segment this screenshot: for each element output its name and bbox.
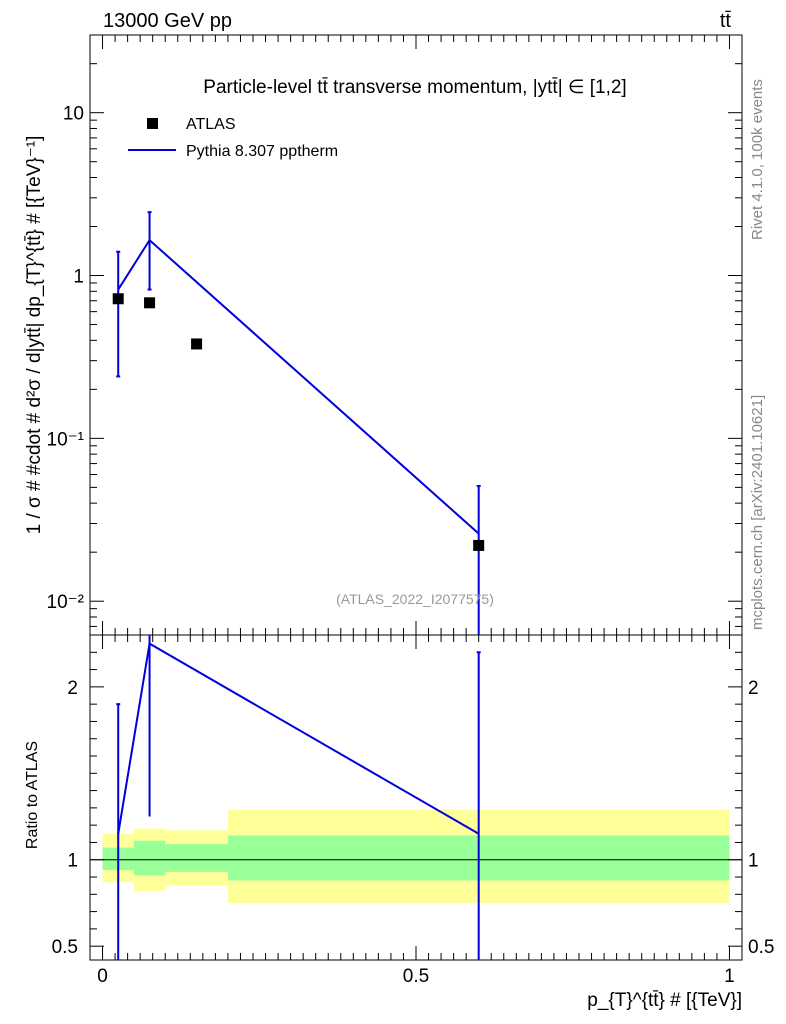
pythia-line bbox=[117, 238, 480, 535]
rivet-label: Rivet 4.1.0, 100k events bbox=[749, 79, 766, 240]
ratio-panel: 2 2 1 1 0.5 0.5 0 0.5 1 Ratio to ATLAS p_{T}^{tt… bbox=[24, 634, 774, 1011]
legend: ATLAS Pythia 8.307 pptherm bbox=[128, 116, 338, 160]
main-title: Particle-level tt̄ transverse momentum, … bbox=[203, 77, 626, 98]
ratio-y-tick-label-left: 2 bbox=[67, 678, 78, 699]
main-panel: 10 1 10⁻¹ 10⁻² Particle-level tt̄ transvers… bbox=[24, 34, 743, 636]
ratio-y-tick-label-left: 1 bbox=[67, 851, 78, 872]
ratio-y-tick-label-left: 0.5 bbox=[52, 937, 78, 958]
x-tick-label: 0.5 bbox=[403, 966, 429, 987]
main-y-tick-label: 10 bbox=[63, 104, 84, 125]
header-left-label: 13000 GeV pp bbox=[103, 10, 232, 32]
atlas-data-point bbox=[112, 293, 124, 305]
x-axis-label: p_{T}^{tt̄} # [{TeV}] bbox=[587, 990, 742, 1011]
header-right-label: tt̄ bbox=[720, 10, 732, 32]
x-tick-label: 0 bbox=[97, 966, 108, 987]
atlas-data-point bbox=[473, 539, 485, 551]
legend-atlas-label: ATLAS bbox=[186, 116, 236, 133]
main-y-tick-label: 1 bbox=[73, 267, 84, 288]
ratio-y-tick-label-right: 0.5 bbox=[748, 937, 774, 958]
ratio-y-axis-label: Ratio to ATLAS bbox=[24, 741, 41, 849]
ratio-pythia-line bbox=[117, 642, 480, 835]
legend-atlas-marker bbox=[147, 118, 158, 129]
ratio-y-tick-label-right: 2 bbox=[748, 678, 759, 699]
atlas-data-point bbox=[191, 338, 203, 350]
ratio-band-inner bbox=[133, 840, 166, 876]
main-y-axis-label: 1 / σ # #cdot # d²σ / d|ytt̄| dp_{T}^{tt… bbox=[24, 136, 45, 535]
watermark: (ATLAS_2022_I2077575) bbox=[336, 591, 494, 607]
atlas-data-point bbox=[144, 297, 156, 309]
legend-pythia-label: Pythia 8.307 pptherm bbox=[186, 143, 338, 160]
mcplots-label: mcplots.cern.ch [arXiv:2401.10621] bbox=[749, 395, 766, 630]
main-y-tick-label: 10⁻² bbox=[47, 592, 85, 613]
main-y-tick-label: 10⁻¹ bbox=[47, 429, 85, 450]
x-tick-label: 1 bbox=[724, 966, 735, 987]
ratio-band-inner bbox=[165, 844, 228, 872]
ratio-y-tick-label-right: 1 bbox=[748, 851, 759, 872]
